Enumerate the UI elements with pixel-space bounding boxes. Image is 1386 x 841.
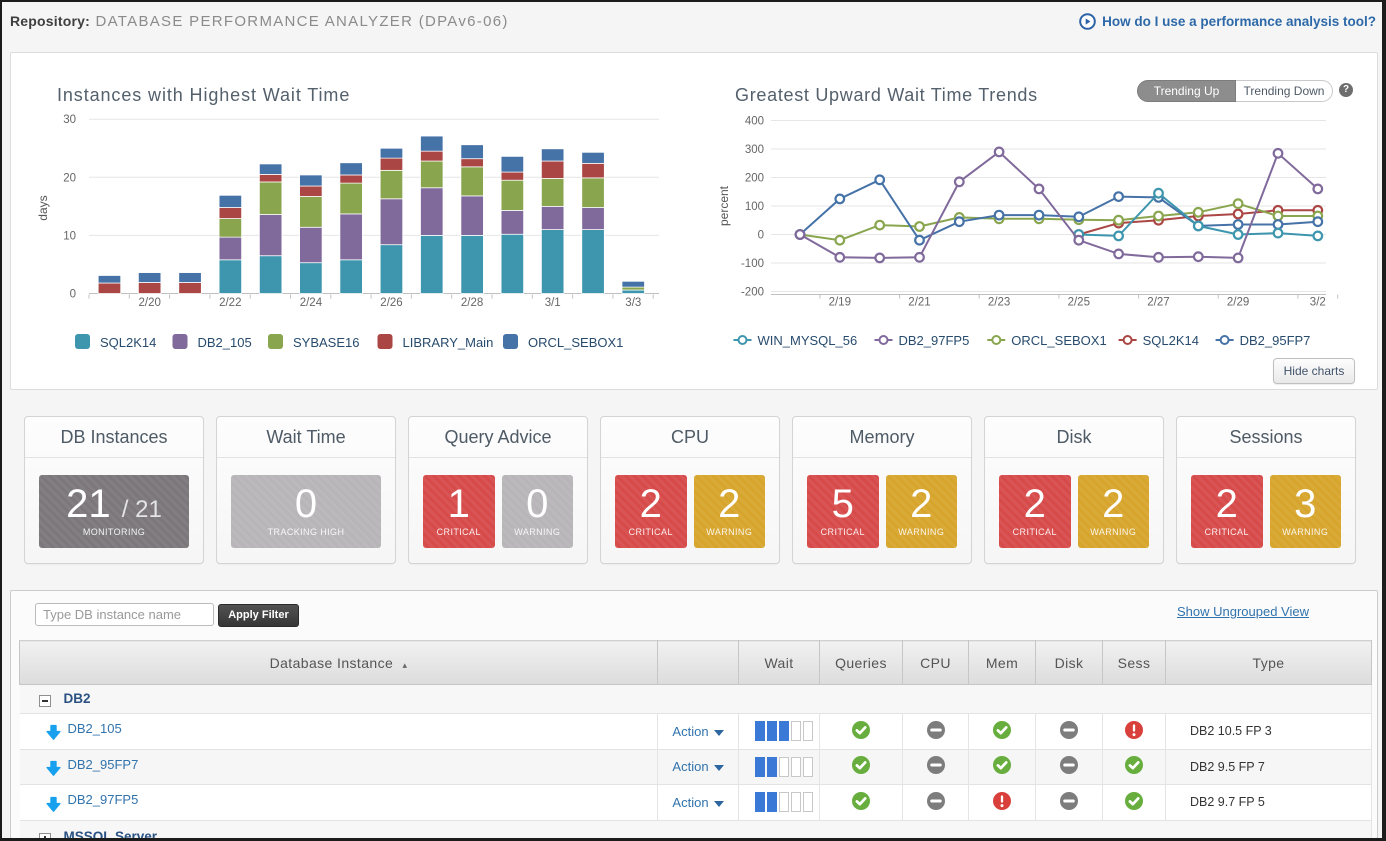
svg-text:-100: -100 — [741, 258, 764, 270]
svg-text:LIBRARY_Main: LIBRARY_Main — [403, 335, 494, 350]
svg-text:Greatest Upward Wait Time Tren: Greatest Upward Wait Time Trends — [735, 85, 1038, 105]
svg-text:SYBASE16: SYBASE16 — [293, 335, 360, 350]
svg-text:2/25: 2/25 — [1068, 297, 1090, 309]
svg-text:ORCL_SEBOX1: ORCL_SEBOX1 — [528, 335, 623, 350]
svg-text:days: days — [36, 195, 50, 220]
svg-text:3/1: 3/1 — [545, 297, 561, 309]
svg-text:0: 0 — [70, 289, 76, 301]
svg-text:0: 0 — [758, 230, 764, 242]
svg-text:SQL2K14: SQL2K14 — [100, 335, 156, 350]
svg-text:2/27: 2/27 — [1147, 297, 1169, 309]
svg-text:2/29: 2/29 — [1227, 297, 1249, 309]
svg-text:2/21: 2/21 — [908, 297, 930, 309]
svg-text:20: 20 — [63, 172, 76, 184]
svg-text:WIN_MYSQL_56: WIN_MYSQL_56 — [758, 333, 858, 348]
svg-text:percent: percent — [717, 185, 731, 226]
svg-text:DB2_97FP5: DB2_97FP5 — [899, 333, 970, 348]
svg-text:-200: -200 — [741, 287, 764, 299]
svg-text:SQL2K14: SQL2K14 — [1143, 333, 1199, 348]
svg-text:300: 300 — [745, 144, 764, 156]
svg-text:400: 400 — [745, 116, 764, 128]
svg-text:2/28: 2/28 — [461, 297, 483, 309]
svg-text:10: 10 — [63, 230, 76, 242]
svg-text:DB2_95FP7: DB2_95FP7 — [1240, 333, 1311, 348]
svg-text:3/3: 3/3 — [625, 297, 641, 309]
svg-text:2/26: 2/26 — [380, 297, 402, 309]
svg-text:2/24: 2/24 — [300, 297, 323, 309]
svg-text:30: 30 — [63, 114, 76, 126]
svg-text:ORCL_SEBOX1: ORCL_SEBOX1 — [1011, 333, 1106, 348]
svg-text:2/20: 2/20 — [139, 297, 161, 309]
svg-text:100: 100 — [745, 201, 764, 213]
svg-text:DB2_105: DB2_105 — [198, 335, 252, 350]
svg-text:200: 200 — [745, 173, 764, 185]
svg-text:2/19: 2/19 — [829, 297, 851, 309]
svg-text:3/2: 3/2 — [1310, 297, 1326, 309]
svg-text:Instances with Highest Wait Ti: Instances with Highest Wait Time — [57, 85, 350, 105]
svg-text:2/22: 2/22 — [219, 297, 241, 309]
svg-text:2/23: 2/23 — [988, 297, 1010, 309]
